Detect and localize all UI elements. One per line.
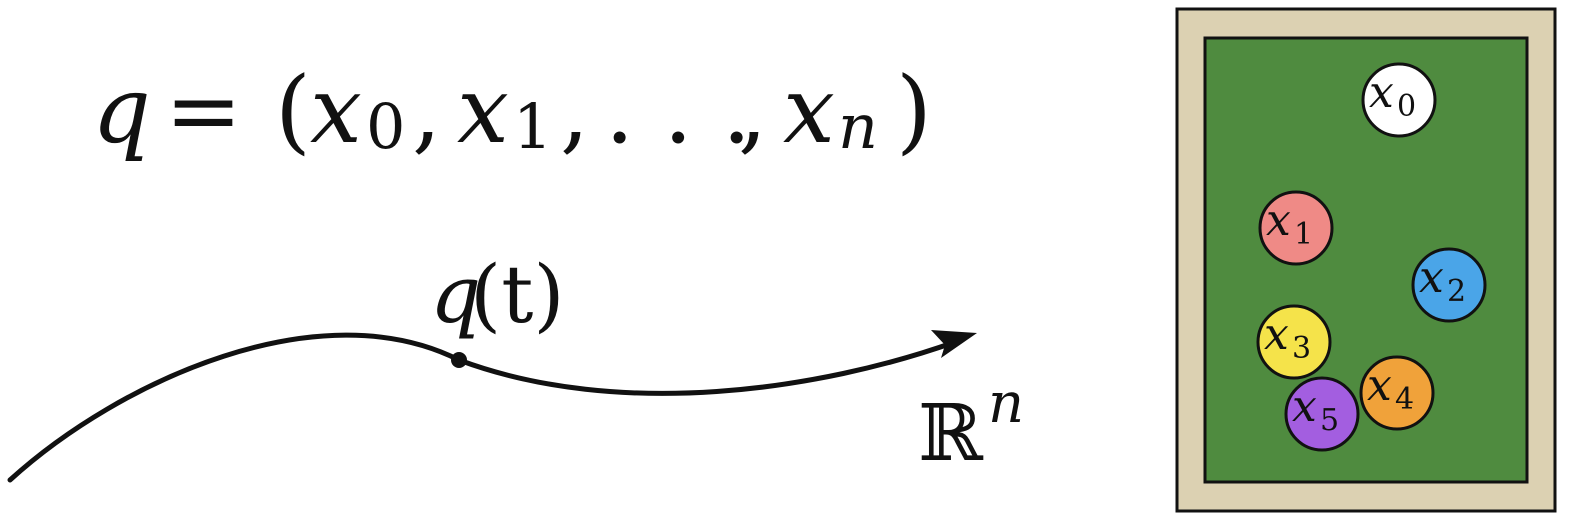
space-label: ℝ n	[918, 371, 1024, 479]
ball-x2-base: x	[1419, 252, 1444, 303]
ball-x3: x 3	[1256, 304, 1332, 380]
ball-x0: x 0	[1361, 62, 1437, 138]
equation-term-xn-sub: n	[838, 90, 878, 163]
point-label: q (t)	[430, 248, 565, 341]
equation-term-x0-sub: 0	[366, 90, 405, 163]
ball-x2-disc	[1411, 247, 1487, 323]
equation-ellipsis: . . .	[605, 57, 751, 164]
ball-x4-sub: 4	[1395, 382, 1414, 417]
ball-x5: x 5	[1284, 376, 1360, 452]
equation-comma-2: ,	[560, 57, 589, 164]
space-label-symbol: ℝ	[918, 389, 984, 479]
ball-x2-sub: 2	[1447, 274, 1466, 309]
ball-x1: x 1	[1258, 190, 1334, 266]
ball-x2: x 2	[1411, 247, 1487, 323]
ball-x5-sub: 5	[1320, 403, 1339, 438]
trajectory-arrowhead	[931, 330, 977, 358]
ball-x0-disc	[1361, 62, 1437, 138]
ball-x5-disc	[1284, 376, 1360, 452]
ball-x3-base: x	[1264, 309, 1289, 360]
trajectory-point-dot	[451, 352, 467, 368]
ball-x1-disc	[1258, 190, 1334, 266]
trajectory: q (t) ℝ n	[7, 248, 1024, 483]
equation-equals-sign: =	[165, 57, 242, 164]
ball-x5-base: x	[1292, 381, 1317, 432]
trajectory-curve	[7, 332, 958, 483]
equation-comma-1: ,	[412, 57, 441, 164]
ball-x0-base: x	[1369, 67, 1394, 118]
equation-open-paren: (	[275, 57, 311, 164]
point-label-var: q	[430, 248, 481, 341]
equation-term-x1-base: x	[457, 57, 509, 164]
equation-close-paren: )	[896, 57, 932, 164]
ball-x4: x 4	[1359, 355, 1435, 431]
equation-comma-3: ,	[738, 57, 767, 164]
billiard-table: x 0 x 1 x 2 x 3 x 4 x 5	[1175, 7, 1557, 513]
ball-x3-sub: 3	[1292, 331, 1311, 366]
equation-term-x1-sub: 1	[513, 90, 552, 163]
equation-term-x0-base: x	[310, 57, 362, 164]
ball-x1-base: x	[1266, 195, 1291, 246]
ball-x1-sub: 1	[1294, 217, 1313, 252]
ball-x4-base: x	[1367, 360, 1392, 411]
equation-term-xn-base: x	[783, 57, 835, 164]
ball-x4-disc	[1359, 355, 1435, 431]
configuration-equation: q = ( x 0 , x 1 , . . . , x n )	[92, 57, 932, 164]
point-label-arg: (t)	[470, 248, 565, 341]
equation-lhs: q	[92, 57, 151, 164]
ball-x3-disc	[1256, 304, 1332, 380]
space-label-exponent: n	[988, 371, 1024, 436]
ball-x0-sub: 0	[1397, 89, 1416, 124]
